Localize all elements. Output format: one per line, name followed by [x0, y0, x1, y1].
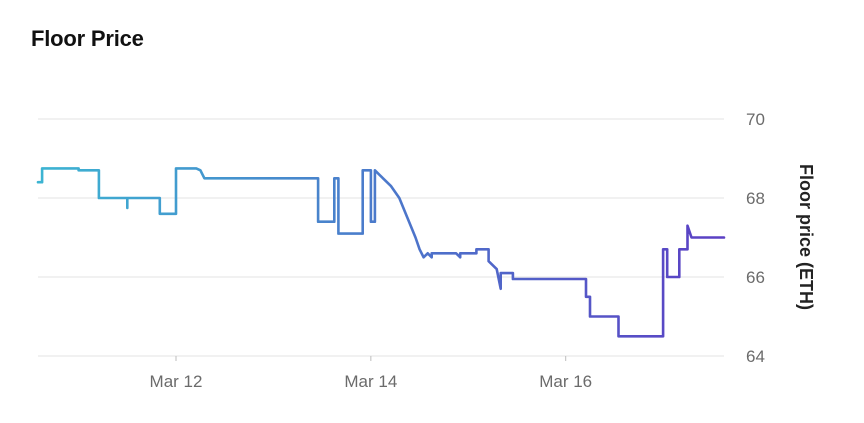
- series-group: [36, 167, 726, 338]
- series-line: [36, 167, 726, 338]
- x-tick-label: Mar 16: [539, 372, 592, 391]
- y-tick-label: 64: [746, 347, 765, 366]
- y-tick-label: 70: [746, 110, 765, 129]
- x-tick-label: Mar 14: [344, 372, 397, 391]
- chart-title: Floor Price: [31, 26, 144, 51]
- y-tick-label: 66: [746, 268, 765, 287]
- y-axis-label: Floor price (ETH): [796, 164, 816, 310]
- y-tick-label: 68: [746, 189, 765, 208]
- y-tick-labels: 64 66 68 70: [746, 110, 765, 366]
- grid-lines: [38, 118, 724, 357]
- x-tick-labels: Mar 12 Mar 14 Mar 16: [150, 356, 592, 391]
- x-tick-label: Mar 12: [150, 372, 203, 391]
